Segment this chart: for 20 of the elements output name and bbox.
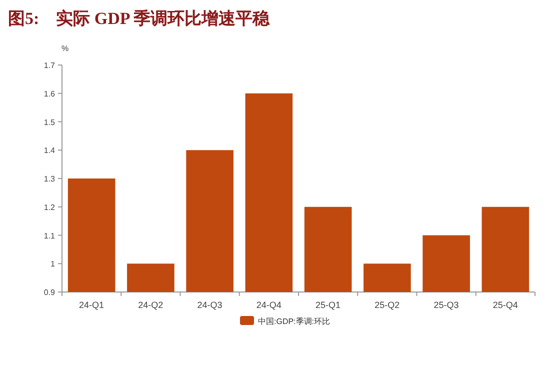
x-tick-label: 25-Q1: [316, 300, 341, 310]
y-tick-label: 1.2: [44, 202, 56, 212]
y-tick-label: 1.3: [44, 174, 56, 184]
y-tick-label: 1.1: [44, 231, 56, 240]
x-tick-label: 24-Q3: [197, 300, 222, 310]
x-tick-label: 25-Q3: [434, 300, 459, 310]
legend-label: 中国:GDP:季调:环比: [258, 317, 330, 326]
x-tick-label: 24-Q1: [79, 300, 104, 310]
chart-title: 图5: 实际 GDP 季调环比增速平稳: [8, 9, 271, 28]
y-tick-label: 1.6: [44, 89, 56, 98]
x-tick-label: 25-Q4: [492, 300, 518, 310]
y-tick-label: 0.9: [44, 288, 56, 297]
y-axis-title: %: [61, 44, 69, 53]
y-tick-label: 1.4: [44, 146, 56, 156]
y-tick-label: 1.7: [44, 61, 56, 70]
x-tick-label: 25-Q2: [374, 300, 400, 310]
x-tick-label: 24-Q4: [256, 300, 282, 310]
y-tick-label: 1.5: [44, 118, 56, 127]
y-tick-label: 1: [50, 260, 56, 269]
x-tick-label: 24-Q2: [138, 300, 164, 310]
